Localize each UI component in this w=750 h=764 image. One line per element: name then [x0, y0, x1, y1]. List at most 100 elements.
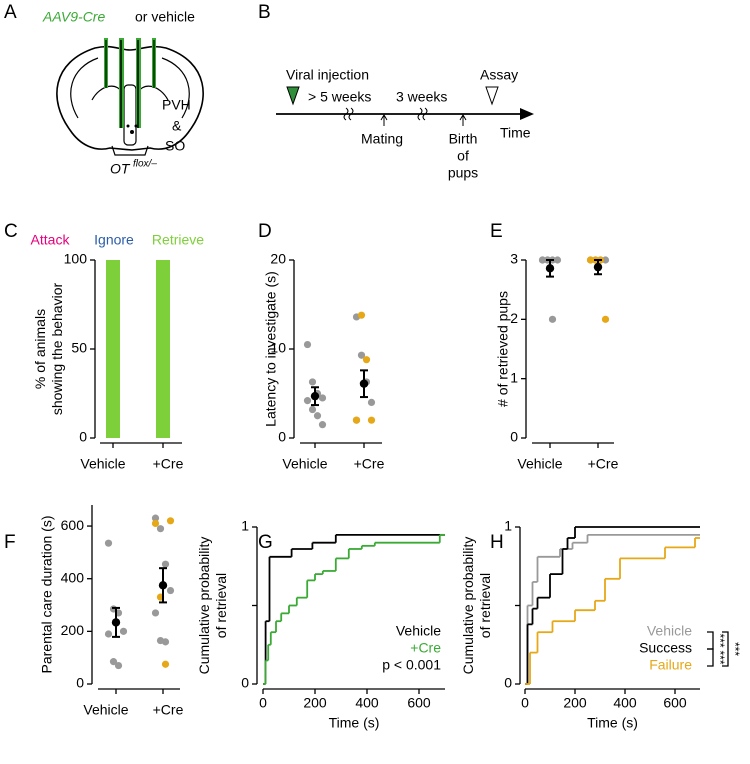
panel-label: H — [490, 532, 504, 553]
genotype-superscript: flox/– — [133, 159, 157, 170]
y-axis-label: showing the behavior — [49, 283, 65, 416]
y-tick-label: 0 — [79, 429, 87, 445]
data-point — [318, 394, 327, 402]
legend-label: Vehicle — [647, 623, 692, 639]
virus-suffix: or vehicle — [135, 9, 195, 25]
virus-label: AAV9-Cre — [42, 9, 105, 25]
annotation: p < 0.001 — [382, 657, 441, 673]
data-point — [104, 630, 113, 638]
data-point — [104, 539, 113, 547]
timeline — [276, 86, 534, 126]
panel-label: G — [258, 532, 273, 553]
y-tick-label: 0 — [510, 429, 518, 445]
timeline-label: 3 weeks — [396, 89, 447, 105]
legend-label: Ignore — [94, 232, 134, 248]
x-tick-label: +Cre — [153, 456, 184, 472]
data-point — [538, 256, 547, 264]
y-tick-label: 0 — [241, 675, 249, 691]
mean-point — [593, 262, 603, 272]
mean-point — [111, 618, 121, 627]
data-point — [362, 356, 371, 364]
significance-bracket — [707, 631, 714, 650]
timeline-label: > 5 weeks — [308, 89, 371, 105]
data-point — [308, 378, 317, 386]
x-axis-label: Time (s) — [587, 715, 638, 731]
data-point — [318, 421, 327, 429]
data-point — [151, 514, 160, 522]
data-point — [156, 525, 165, 533]
bar — [156, 260, 170, 438]
y-axis-label: of retrieval — [213, 573, 229, 638]
x-tick-label: 200 — [563, 695, 587, 711]
data-point — [114, 661, 123, 670]
y-tick-label: 200 — [61, 622, 85, 638]
x-tick-label: +Cre — [153, 702, 184, 718]
y-tick-label: 1 — [504, 518, 512, 534]
y-axis-label: % of animals — [32, 309, 48, 389]
x-tick-label: Vehicle — [83, 702, 128, 718]
region-label: PVH — [162, 97, 191, 113]
y-tick-label: 400 — [61, 569, 85, 585]
panel-label: E — [490, 221, 503, 242]
timeline-label: Birth — [449, 131, 478, 147]
significance-bracket — [707, 648, 714, 667]
panel-label: C — [4, 221, 18, 242]
mean-point — [310, 391, 320, 401]
data-point — [601, 256, 610, 264]
panel-label: B — [258, 2, 271, 23]
y-tick-label: 0 — [504, 675, 512, 691]
x-tick-label: 0 — [259, 695, 267, 711]
timeline-label: Assay — [480, 67, 518, 83]
y-tick-label: 0 — [278, 429, 286, 445]
panel-label: A — [4, 2, 17, 23]
data-point — [161, 660, 170, 668]
mean-point — [545, 264, 555, 273]
y-tick-label: 20 — [270, 251, 286, 267]
timeline-label: of — [457, 148, 469, 164]
x-tick-label: 600 — [663, 695, 687, 711]
data-point — [553, 256, 562, 264]
x-tick-label: 0 — [521, 695, 529, 711]
data-point — [303, 397, 312, 405]
bar — [106, 260, 120, 438]
data-point — [161, 638, 170, 646]
genotype-label: OT — [110, 161, 131, 177]
annotation: *** — [728, 642, 742, 656]
x-tick-label: Vehicle — [282, 456, 327, 472]
x-tick-label: 400 — [355, 695, 379, 711]
injection-probes — [104, 38, 156, 134]
legend-label: Vehicle — [396, 623, 441, 639]
legend-label: Attack — [31, 232, 71, 248]
y-tick-label: 10 — [270, 340, 286, 356]
y-tick-label: 3 — [510, 251, 518, 267]
data-point — [303, 340, 312, 349]
y-tick-label: 50 — [71, 340, 87, 356]
region-label: SO — [165, 138, 185, 154]
data-point — [367, 398, 376, 406]
brain-section — [56, 45, 204, 156]
data-point — [119, 627, 128, 635]
annotation: *** — [713, 650, 727, 664]
data-point — [313, 412, 322, 420]
timeline-label: Mating — [361, 131, 403, 147]
data-point — [109, 658, 118, 666]
timeline-axis-label: Time — [500, 125, 531, 141]
y-tick-label: 1 — [510, 369, 518, 385]
y-axis-label: Latency to investigate (s) — [263, 271, 279, 427]
legend-label: +Cre — [410, 640, 441, 656]
y-tick-label: 600 — [61, 517, 85, 533]
data-point — [357, 351, 366, 359]
y-tick-label: 2 — [510, 310, 518, 326]
y-axis-label: # of retrieved pups — [495, 291, 511, 407]
legend-label: Retrieve — [152, 232, 204, 248]
y-tick-label: 100 — [64, 251, 88, 267]
mean-point — [359, 379, 369, 388]
timeline-label: Viral injection — [286, 67, 369, 83]
legend-label: Success — [639, 640, 692, 656]
data-point — [308, 405, 317, 414]
data-point — [166, 517, 175, 525]
data-point — [161, 560, 170, 568]
x-tick-label: +Cre — [588, 456, 619, 472]
